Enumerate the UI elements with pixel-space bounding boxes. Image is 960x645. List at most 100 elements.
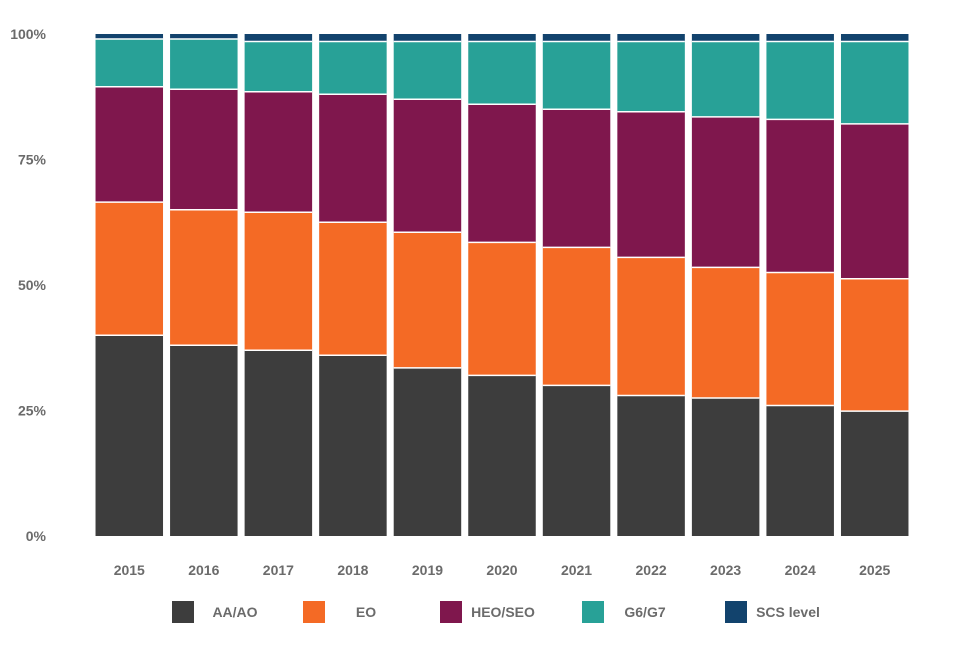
bar-segment-eo-2023: [691, 267, 760, 398]
bar-segment-heo-seo-2019: [393, 99, 462, 233]
bar-stack-2023: [691, 34, 760, 536]
bar-segment-g6-g7-2024: [766, 41, 834, 120]
bar-segment-eo-2025: [840, 278, 909, 412]
bar-segment-heo-seo-2023: [691, 116, 760, 268]
legend-swatch: [303, 601, 325, 623]
bar-segment-eo-2022: [617, 257, 685, 396]
bar-stack-2020: [468, 34, 536, 536]
legend-swatch: [440, 601, 462, 623]
bar-segment-scs-level-2022: [617, 34, 685, 42]
bar-segment-aa-ao-2020: [468, 375, 536, 536]
bar-segment-heo-seo-2018: [319, 94, 387, 223]
bar-stack-2022: [617, 34, 685, 536]
y-axis: 0% 25% 50% 75% 100%: [10, 26, 46, 544]
bar-segment-aa-ao-2025: [840, 411, 909, 536]
bar-segment-aa-ao-2023: [691, 397, 760, 536]
legend-item-scs-level: SCS level: [725, 601, 820, 623]
bar-segment-g6-g7-2019: [393, 41, 462, 100]
x-tick-label: 2015: [114, 562, 145, 578]
y-tick-label: 0%: [26, 528, 47, 544]
bar-segment-g6-g7-2022: [617, 41, 685, 112]
bar-segment-eo-2019: [393, 232, 462, 368]
legend-swatch: [725, 601, 747, 623]
bar-segment-scs-level-2018: [319, 34, 387, 42]
y-tick-label: 25%: [18, 403, 47, 419]
bar-stack-2018: [319, 34, 387, 536]
x-tick-label: 2024: [785, 562, 816, 578]
bar-segment-eo-2018: [319, 222, 387, 356]
legend-item-aa-ao: AA/AO: [172, 601, 258, 623]
legend: AA/AO EO HEO/SEO G6/G7 SCS level: [172, 601, 820, 623]
bar-segment-eo-2020: [468, 242, 536, 376]
bar-segment-g6-g7-2025: [840, 41, 909, 124]
x-tick-label: 2020: [486, 562, 517, 578]
bar-segment-g6-g7-2020: [468, 41, 536, 105]
x-tick-label: 2025: [859, 562, 890, 578]
bar-segment-eo-2016: [170, 209, 238, 346]
legend-item-eo: EO: [303, 601, 376, 623]
x-tick-label: 2019: [412, 562, 443, 578]
bar-segment-heo-seo-2017: [244, 91, 313, 213]
bar-segment-aa-ao-2019: [393, 367, 462, 536]
bar-segment-aa-ao-2015: [95, 335, 164, 536]
bar-segment-heo-seo-2024: [766, 119, 834, 273]
x-tick-label: 2022: [636, 562, 667, 578]
bar-segment-heo-seo-2025: [840, 123, 909, 279]
legend-label: SCS level: [756, 604, 820, 620]
x-axis: 2015 2016 2017 2018 2019 2020 2021 2022 2023 2024…: [114, 562, 891, 578]
bar-segment-heo-seo-2021: [542, 109, 611, 248]
bar-stack-2015: [95, 34, 164, 536]
bar-segment-scs-level-2021: [542, 34, 611, 42]
bar-segment-scs-level-2016: [170, 34, 238, 40]
bar-segment-eo-2021: [542, 247, 611, 386]
legend-label: AA/AO: [212, 604, 257, 620]
x-tick-label: 2018: [337, 562, 368, 578]
y-tick-label: 100%: [10, 26, 46, 42]
bar-segment-scs-level-2019: [393, 34, 462, 42]
bar-segment-scs-level-2017: [244, 34, 313, 42]
bar-segment-eo-2017: [244, 212, 313, 351]
legend-label: G6/G7: [624, 604, 665, 620]
bar-segment-aa-ao-2021: [542, 385, 611, 536]
bar-segment-g6-g7-2023: [691, 41, 760, 117]
bar-segment-g6-g7-2018: [319, 41, 387, 95]
bar-stack-2021: [542, 34, 611, 536]
bar-stack-2025: [840, 34, 909, 536]
bar-segment-heo-seo-2015: [95, 86, 164, 203]
legend-item-g6-g7: G6/G7: [582, 601, 666, 623]
bar-stack-2019: [393, 34, 462, 536]
bar-segment-aa-ao-2024: [766, 405, 834, 536]
bar-segment-eo-2015: [95, 202, 164, 336]
y-tick-label: 50%: [18, 277, 47, 293]
bar-segment-scs-level-2023: [691, 34, 760, 42]
bar-segment-heo-seo-2022: [617, 111, 685, 258]
bar-segment-g6-g7-2017: [244, 41, 313, 92]
legend-label: EO: [356, 604, 376, 620]
legend-swatch: [582, 601, 604, 623]
x-tick-label: 2021: [561, 562, 592, 578]
bar-stack-2017: [244, 34, 313, 536]
legend-swatch: [172, 601, 194, 623]
bar-segment-g6-g7-2015: [95, 39, 164, 87]
bar-segment-scs-level-2020: [468, 34, 536, 42]
bar-segment-aa-ao-2018: [319, 355, 387, 536]
x-tick-label: 2017: [263, 562, 294, 578]
bar-segment-aa-ao-2016: [170, 345, 238, 536]
bar-segment-g6-g7-2021: [542, 41, 611, 110]
bar-segment-aa-ao-2022: [617, 395, 685, 536]
bar-segment-scs-level-2015: [95, 34, 164, 40]
x-tick-label: 2016: [188, 562, 219, 578]
legend-item-heo-seo: HEO/SEO: [440, 601, 535, 623]
bars: [95, 34, 909, 536]
bar-segment-scs-level-2024: [766, 34, 834, 42]
legend-label: HEO/SEO: [471, 604, 535, 620]
y-tick-label: 75%: [18, 152, 47, 168]
bar-segment-eo-2024: [766, 272, 834, 406]
bar-segment-aa-ao-2017: [244, 350, 313, 536]
bar-segment-heo-seo-2020: [468, 104, 536, 243]
x-tick-label: 2023: [710, 562, 741, 578]
bar-segment-g6-g7-2016: [170, 39, 238, 90]
bar-segment-scs-level-2025: [840, 34, 909, 42]
